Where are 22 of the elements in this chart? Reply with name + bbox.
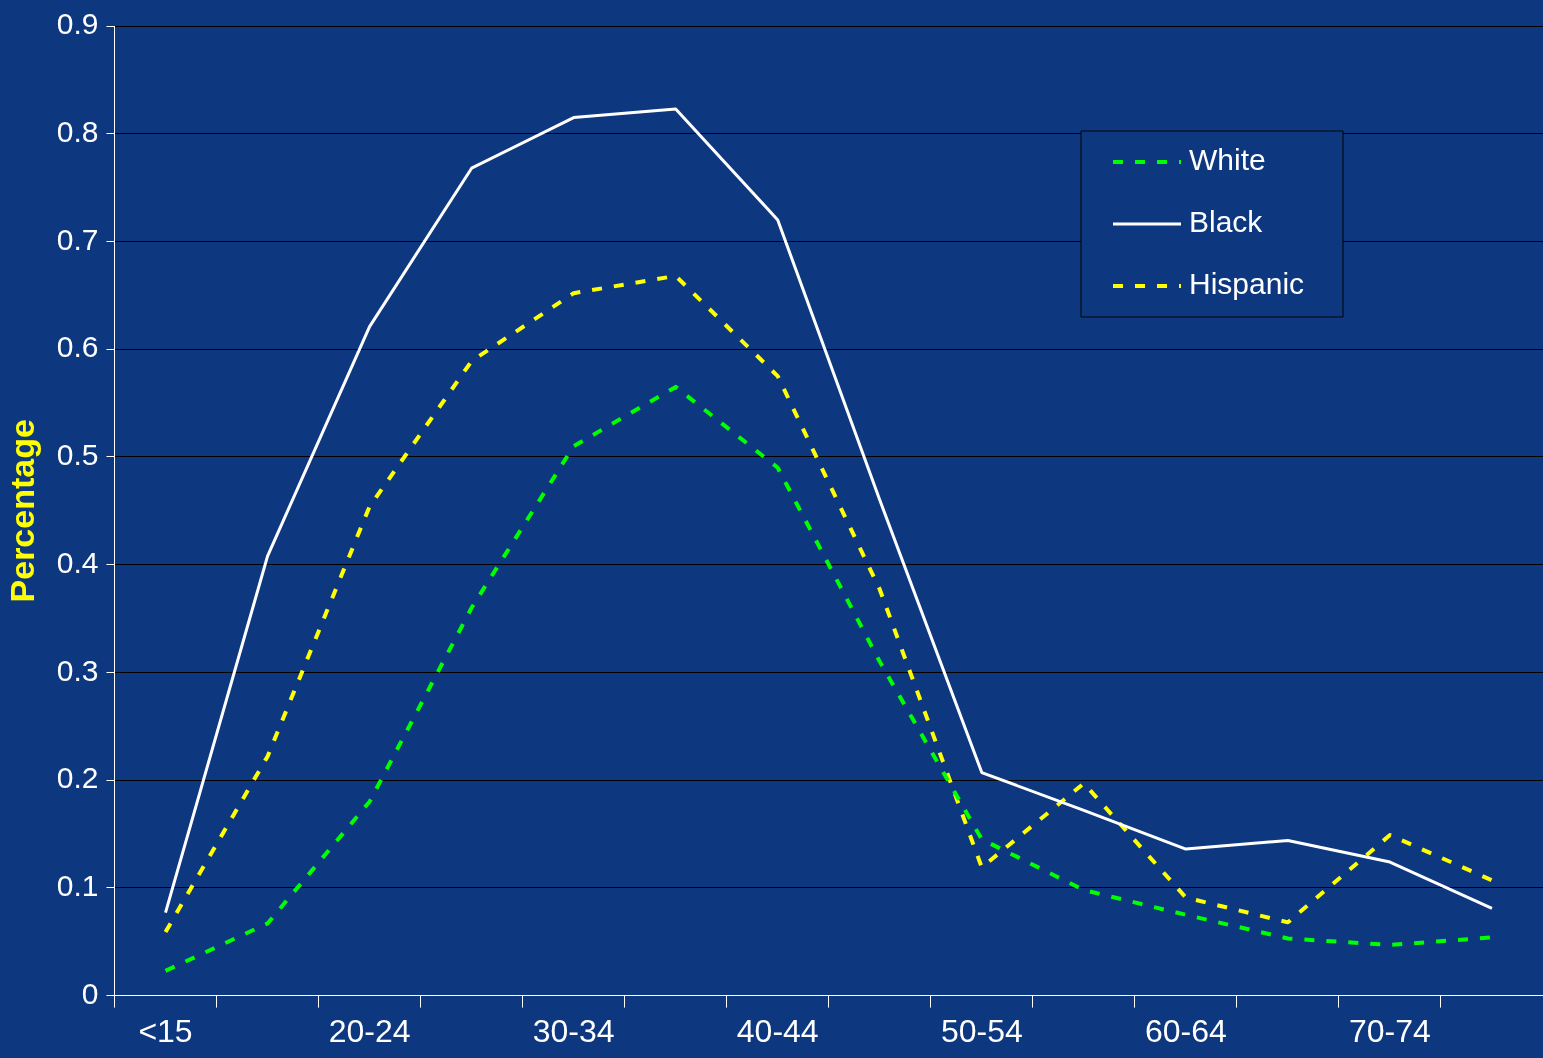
y-tick-label: 0.8 bbox=[56, 115, 99, 148]
y-tick-label: 0.9 bbox=[56, 7, 99, 41]
legend-label: Hispanic bbox=[1189, 267, 1305, 301]
y-axis-title: Percentage bbox=[2, 419, 41, 603]
line-series bbox=[163, 273, 1494, 935]
x-tick-label: 30-34 bbox=[532, 1012, 615, 1049]
x-tick-label: 50-54 bbox=[940, 1012, 1023, 1049]
legend-label: Black bbox=[1189, 205, 1264, 239]
y-tick-label: 0.1 bbox=[56, 869, 99, 903]
x-tick-label: 40-44 bbox=[736, 1012, 819, 1049]
x-tick-label: 60-64 bbox=[1144, 1012, 1227, 1049]
x-tick-label: 20-24 bbox=[328, 1012, 411, 1049]
y-tick-label: 0.3 bbox=[56, 653, 99, 687]
y-tick-label: 0.6 bbox=[56, 330, 99, 364]
x-tick-label: 70-74 bbox=[1349, 1012, 1431, 1049]
y-tick-label: 0.5 bbox=[56, 438, 99, 472]
y-tick-label: 0.2 bbox=[56, 761, 99, 795]
y-tick-label: 0 bbox=[81, 976, 99, 1010]
x-tick-label: <15 bbox=[138, 1012, 193, 1049]
legend-label: White bbox=[1189, 143, 1266, 177]
y-tick-label: 0.4 bbox=[56, 545, 99, 579]
y-tick-label: 0.7 bbox=[56, 222, 99, 256]
